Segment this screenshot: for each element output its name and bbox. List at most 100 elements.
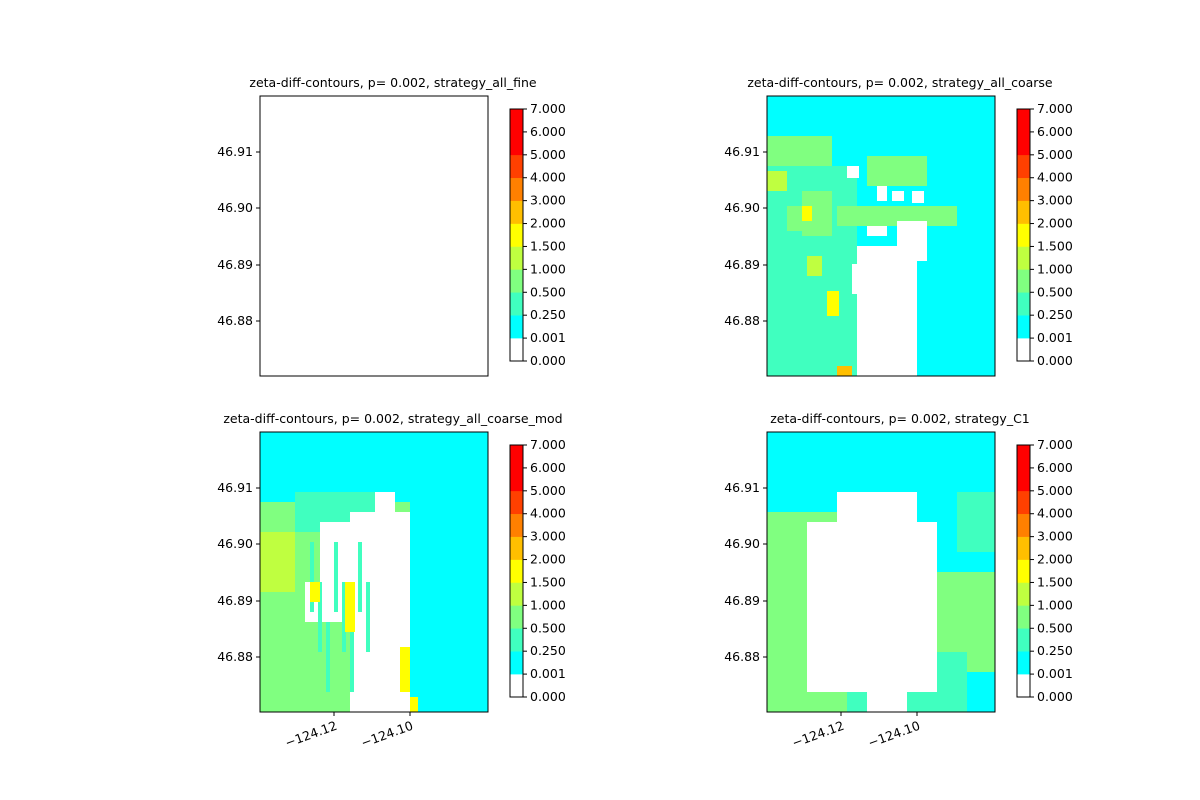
colorbar-tick-label: 1.000 (1037, 261, 1073, 276)
chart-title: zeta-diff-contours, p= 0.002, strategy_a… (223, 411, 562, 426)
colorbar-tick-label: 1.500 (530, 574, 566, 589)
y-tick-label: 46.90 (217, 536, 253, 551)
colorbar-band (1017, 200, 1030, 224)
colorbar-tick-label: 5.000 (1037, 483, 1073, 498)
colorbar-frame (1016, 108, 1031, 362)
colorbar-band (510, 246, 523, 270)
colorbar-band (510, 223, 523, 247)
colorbar-frame (509, 444, 524, 698)
colorbar-band (1017, 674, 1030, 698)
colorbar-tick-label: 5.000 (1037, 147, 1073, 162)
y-tick-label: 46.88 (217, 649, 253, 664)
colorbar-band (1017, 269, 1030, 293)
y-tick-label: 46.89 (724, 593, 760, 608)
y-tick-label: 46.89 (217, 593, 253, 608)
colorbar-tick-label: 2.000 (530, 552, 566, 567)
colorbar-band (510, 200, 523, 224)
colorbar-tick-label: 6.000 (1037, 124, 1073, 139)
colorbar-tick-label: 0.250 (1037, 307, 1073, 322)
y-tick-label: 46.88 (724, 649, 760, 664)
map-field (767, 432, 995, 712)
colorbar-band (1017, 490, 1030, 515)
y-tick-label: 46.91 (217, 480, 253, 495)
colorbar-tick-label: 1.000 (530, 597, 566, 612)
colorbar-tick-label: 0.250 (1037, 643, 1073, 658)
colorbar-tick-label: 1.000 (1037, 597, 1073, 612)
colorbar-band (1017, 445, 1030, 469)
colorbar-tick-label: 1.500 (530, 238, 566, 253)
colorbar-band (510, 559, 523, 583)
colorbar-tick-label: 7.000 (1037, 437, 1073, 452)
colorbar-band (510, 177, 523, 201)
colorbar-band (1017, 582, 1030, 606)
colorbar-tick-label: 3.000 (530, 529, 566, 544)
y-tick-label: 46.90 (724, 536, 760, 551)
x-tick-label: −124.10 (866, 718, 922, 751)
map-field (767, 96, 995, 376)
axes-frame (766, 431, 996, 713)
colorbar-tick-label: 0.000 (1037, 353, 1073, 368)
colorbar-band (510, 292, 523, 316)
x-tick-label: −124.12 (283, 718, 339, 751)
colorbar-tick-label: 5.000 (530, 483, 566, 498)
chart-panel-4: zeta-diff-contours, p= 0.002, strategy_C… (724, 411, 1073, 750)
colorbar-tick-label: 0.500 (530, 284, 566, 299)
colorbar-band (1017, 338, 1030, 362)
colorbar-tick-label: 1.500 (1037, 574, 1073, 589)
chart-panel-3: zeta-diff-contours, p= 0.002, strategy_a… (217, 411, 566, 750)
colorbar-tick-label: 3.000 (1037, 193, 1073, 208)
colorbar-band (1017, 109, 1030, 133)
colorbar-band (1017, 628, 1030, 652)
colorbar-band (510, 628, 523, 652)
colorbar-band (1017, 154, 1030, 179)
y-tick-label: 46.91 (724, 144, 760, 159)
colorbar-band (1017, 131, 1030, 156)
colorbar-band (510, 109, 523, 133)
colorbar-frame (509, 108, 524, 362)
colorbar-tick-label: 1.500 (1037, 238, 1073, 253)
colorbar-tick-label: 6.000 (530, 460, 566, 475)
colorbar-tick-label: 0.001 (1037, 666, 1073, 681)
colorbar-tick-label: 0.500 (1037, 620, 1073, 635)
colorbar-band (1017, 246, 1030, 270)
colorbar-tick-label: 0.001 (530, 666, 566, 681)
chart-panel-1: zeta-diff-contours, p= 0.002, strategy_a… (217, 75, 566, 377)
colorbar-tick-label: 3.000 (530, 193, 566, 208)
colorbar-tick-label: 4.000 (1037, 170, 1073, 185)
colorbar-tick-label: 3.000 (1037, 529, 1073, 544)
colorbar-tick-label: 0.001 (530, 330, 566, 345)
y-tick-label: 46.89 (217, 257, 253, 272)
x-tick-label: −124.12 (790, 718, 846, 751)
colorbar: 0.000 0.001 0.250 0.500 1.000 1.500 2.000 3.000… (509, 101, 566, 368)
colorbar-band (510, 536, 523, 560)
y-tick-label: 46.88 (724, 313, 760, 328)
chart-title: zeta-diff-contours, p= 0.002, strategy_a… (747, 75, 1053, 90)
colorbar-tick-label: 4.000 (1037, 506, 1073, 521)
colorbar-tick-label: 5.000 (530, 147, 566, 162)
colorbar-tick-label: 0.001 (1037, 330, 1073, 345)
map-field (260, 96, 488, 376)
map-field (260, 432, 488, 712)
axes-frame (259, 95, 489, 377)
colorbar-tick-label: 0.500 (530, 620, 566, 635)
colorbar-tick-label: 4.000 (530, 506, 566, 521)
colorbar-tick-label: 0.500 (1037, 284, 1073, 299)
colorbar-band (1017, 559, 1030, 583)
colorbar-band (510, 513, 523, 537)
colorbar: 0.000 0.001 0.250 0.500 1.000 1.500 2.000 3.000… (1016, 101, 1073, 368)
colorbar-tick-label: 2.000 (1037, 216, 1073, 231)
colorbar-band (510, 467, 523, 492)
y-tick-label: 46.89 (724, 257, 760, 272)
colorbar-tick-label: 4.000 (530, 170, 566, 185)
colorbar-band (1017, 292, 1030, 316)
colorbar-band (510, 315, 523, 339)
colorbar-band (510, 445, 523, 469)
colorbar-tick-label: 2.000 (530, 216, 566, 231)
colorbar-tick-label: 1.000 (530, 261, 566, 276)
colorbar-band (510, 131, 523, 156)
x-tick-label: −124.10 (359, 718, 415, 751)
colorbar-tick-label: 0.000 (530, 353, 566, 368)
colorbar-band (1017, 513, 1030, 537)
colorbar-tick-label: 0.000 (1037, 689, 1073, 704)
